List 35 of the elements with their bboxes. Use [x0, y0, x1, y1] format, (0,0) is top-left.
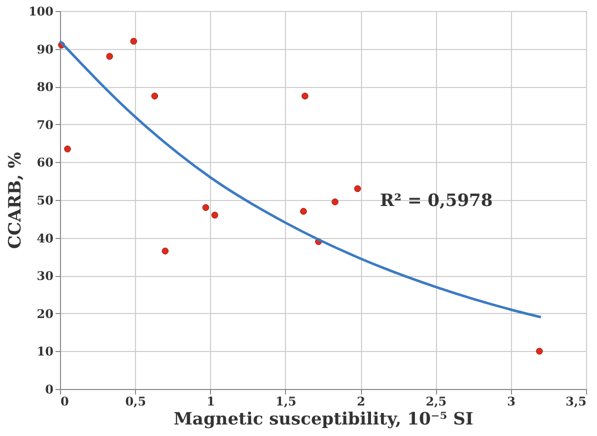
x-tick-label: 2,5	[426, 394, 447, 408]
x-tick-label: 1,5	[275, 394, 296, 408]
point	[151, 92, 158, 100]
x-axis-title: Magnetic susceptibility, 10⁻⁵ SI	[174, 410, 474, 430]
y-tick-label: 80	[36, 80, 54, 94]
point	[106, 52, 114, 60]
point	[300, 208, 307, 215]
y-tick-label: 30	[36, 269, 54, 284]
point	[536, 348, 543, 355]
point	[302, 92, 308, 100]
y-tick-label: 0	[45, 382, 54, 396]
x-tick-label: 3,5	[566, 394, 586, 408]
y-tick-label: 20	[36, 306, 54, 321]
x-tick-label: 0	[60, 394, 69, 408]
point	[354, 185, 361, 192]
y-tick-label: 60	[36, 156, 54, 170]
y-tick-label: 70	[36, 118, 54, 132]
x-tick-label: 0,5	[125, 394, 146, 408]
y-tick-label: 50	[36, 194, 54, 208]
y-tick-label: 10	[36, 344, 54, 359]
point	[130, 38, 138, 45]
y-axis-title: CCARB, %	[5, 152, 26, 249]
y-tick-label: 40	[36, 231, 54, 246]
annotation: R² = 0,5978	[380, 191, 493, 211]
y-tick-label: 90	[36, 42, 54, 56]
point	[332, 198, 338, 206]
point	[64, 146, 71, 152]
point	[162, 248, 169, 254]
y-tick-label: 100	[28, 4, 54, 18]
x-tick-label: 3	[507, 394, 516, 408]
line-series	[58, 40, 542, 318]
x-tick-label: 2	[356, 394, 366, 408]
point	[211, 212, 218, 219]
point	[202, 204, 210, 211]
x-tick-label: 1	[206, 394, 215, 408]
